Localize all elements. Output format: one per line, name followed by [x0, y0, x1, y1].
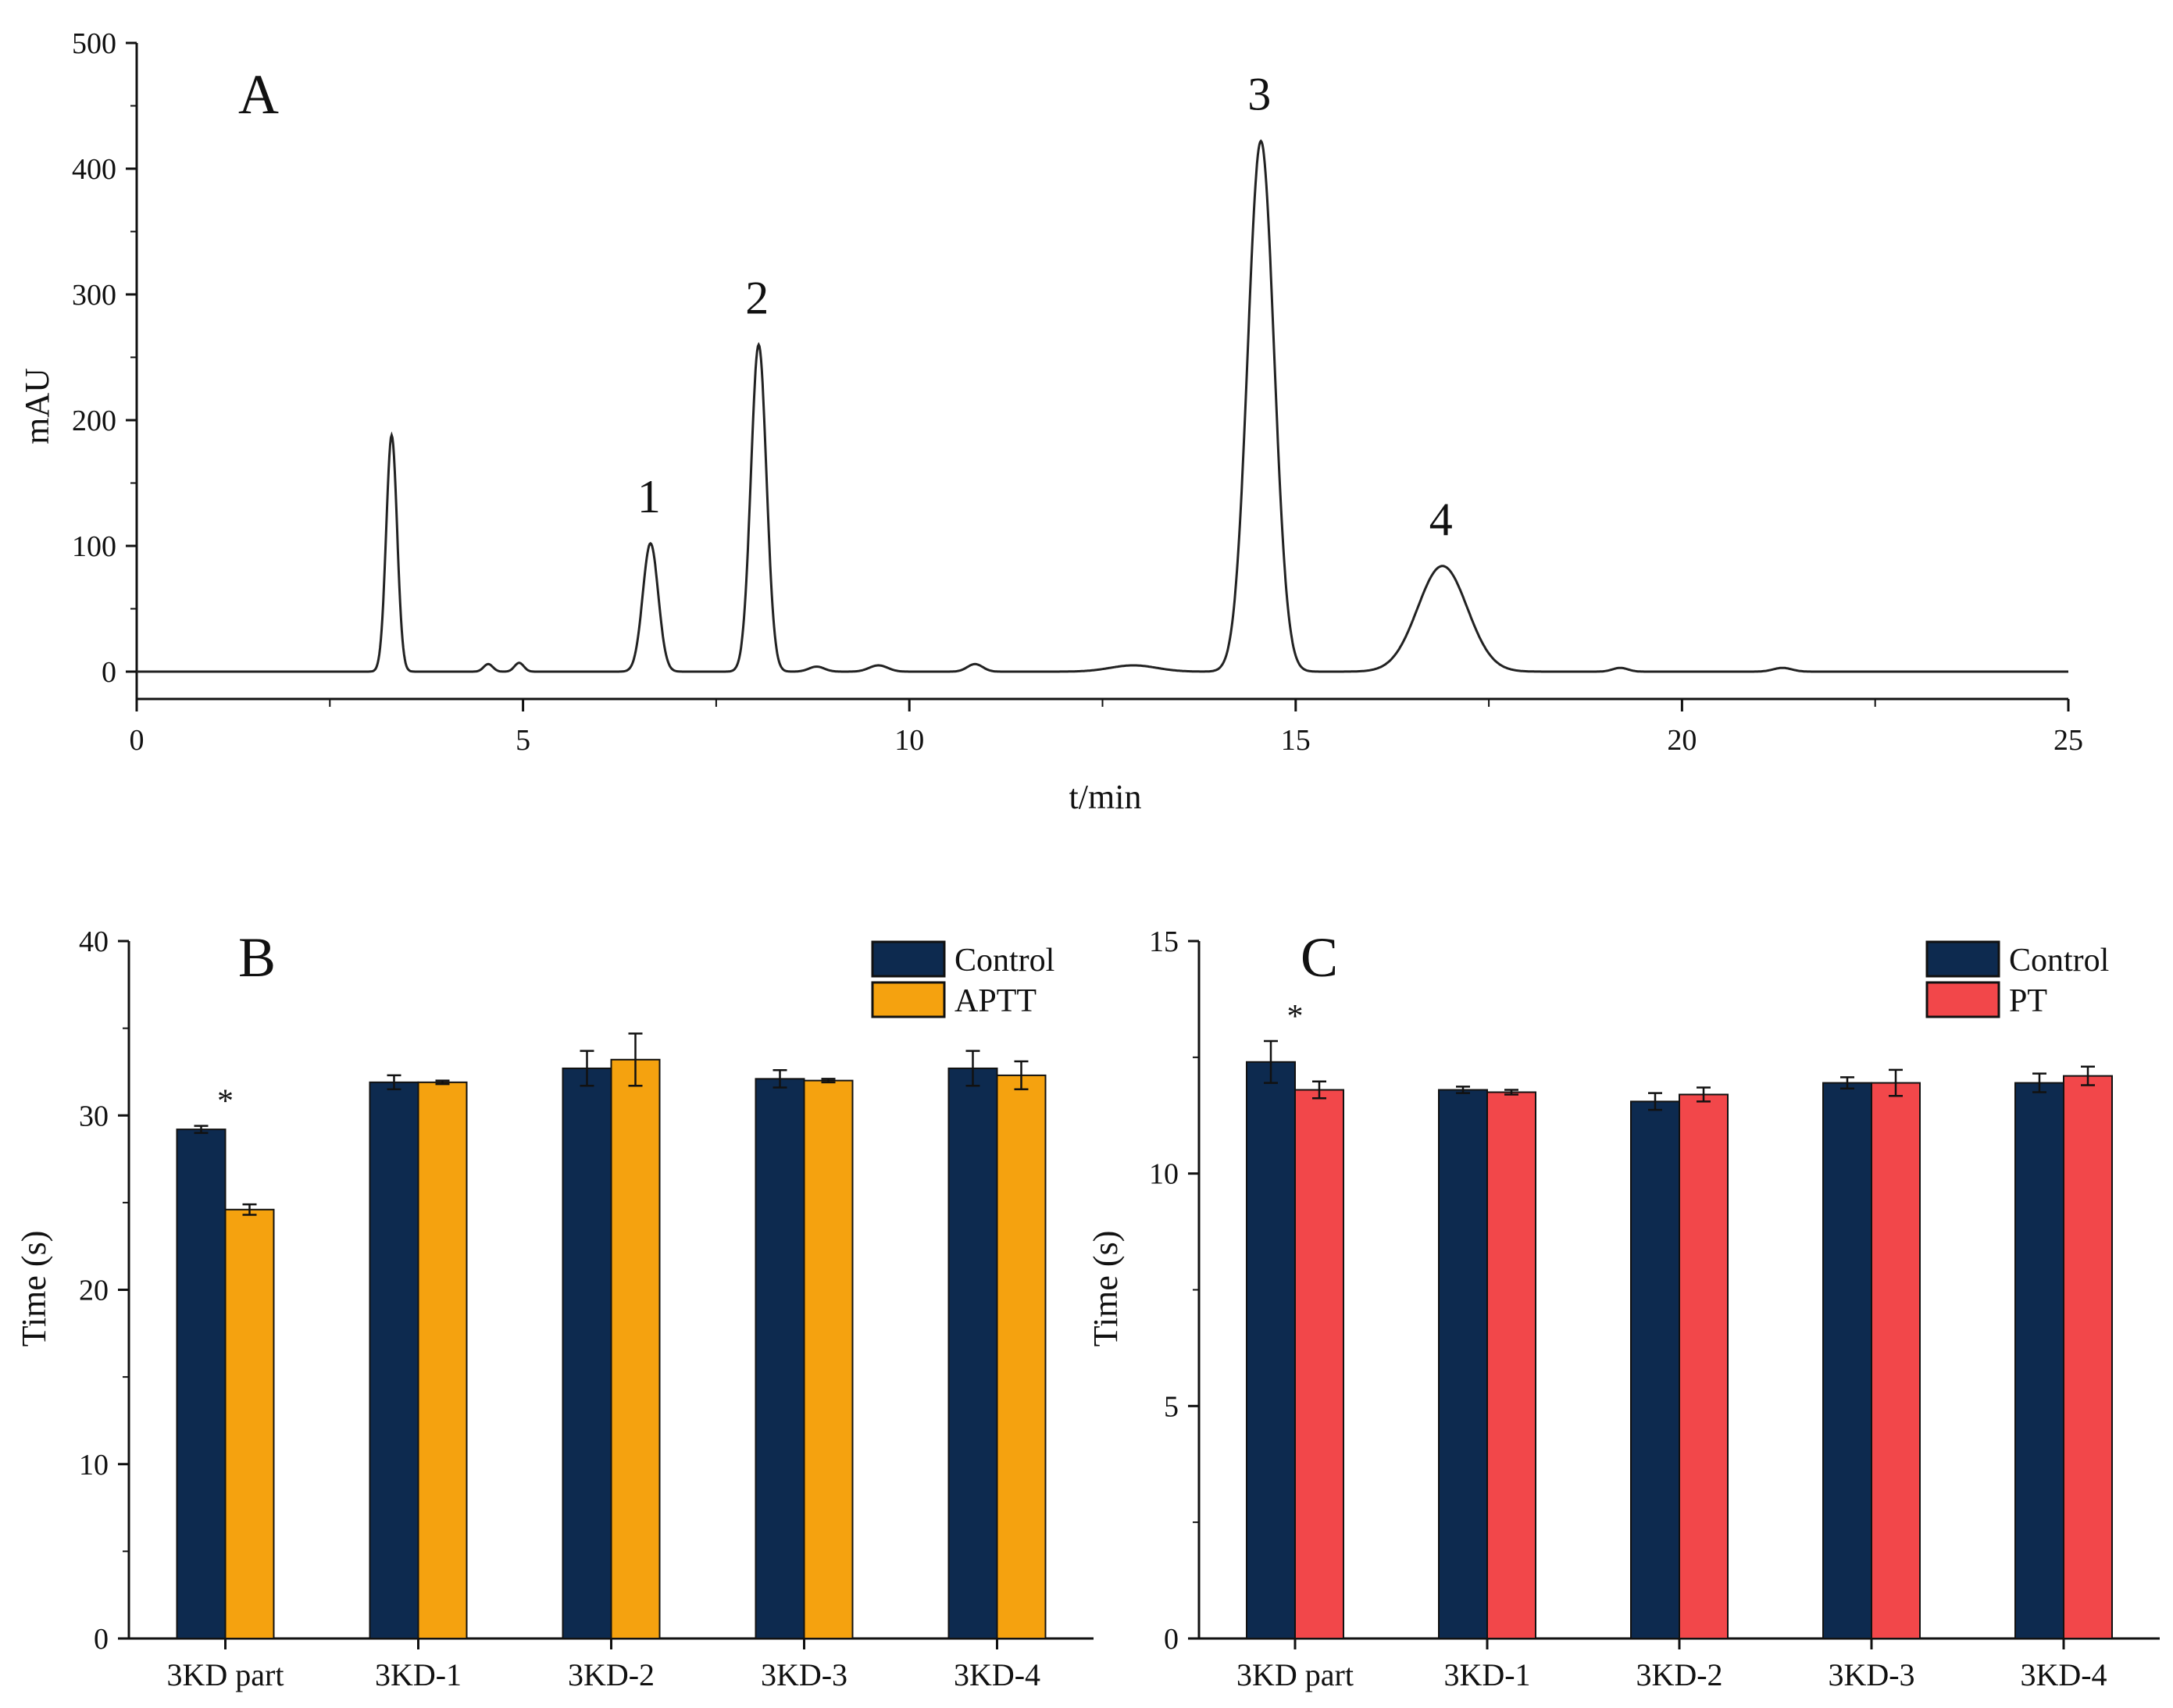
control-bar: [755, 1078, 805, 1640]
aptt-legend: Control APTT: [871, 940, 1054, 1019]
aptt-bar: [996, 1074, 1047, 1639]
chromatogram-panel: 0 100 200 300 400 500 0 5 10 15 20 25 1 2 3 4 A t/min m…: [18, 27, 2083, 816]
y-tick-label: 0: [102, 656, 116, 689]
y-tick-label: 10: [1149, 1158, 1179, 1191]
category-label: 3KD-3: [761, 1657, 847, 1692]
pt-bar: [1294, 1089, 1344, 1640]
control-bar: [1438, 1089, 1488, 1640]
pt-y-axis-label: Time (s): [1086, 1231, 1125, 1347]
significance-marker: *: [1287, 999, 1304, 1035]
y-tick-label: 500: [72, 27, 116, 60]
significance-marker: *: [217, 1084, 234, 1120]
control-bar: [562, 1067, 612, 1640]
pt-bar: [1486, 1091, 1536, 1639]
category-label: 3KD-2: [568, 1657, 655, 1692]
category-label: 3KD-3: [1828, 1657, 1914, 1692]
y-tick-label: 10: [79, 1449, 109, 1482]
y-tick-label: 300: [72, 279, 116, 312]
control-bar: [1630, 1100, 1680, 1639]
control-bar: [947, 1067, 998, 1640]
control-bar: [1822, 1082, 1872, 1639]
chromatogram-x-axis-label: t/min: [1069, 778, 1142, 816]
legend-swatch-pt: [1925, 981, 2000, 1018]
control-bar: [1246, 1061, 1296, 1639]
y-tick-label: 5: [1164, 1390, 1179, 1423]
legend-label-aptt: APTT: [954, 983, 1037, 1019]
aptt-bar: [417, 1081, 468, 1639]
control-bar: [2014, 1082, 2064, 1639]
x-tick-label: 0: [130, 724, 145, 757]
aptt-bar: [803, 1079, 854, 1639]
y-tick-label: 30: [79, 1100, 109, 1132]
chromatogram-trace: [137, 139, 2068, 673]
x-tick-label: 15: [1281, 724, 1311, 757]
x-tick-label: 20: [1667, 724, 1697, 757]
legend-label-control: Control: [954, 943, 1054, 979]
category-label: 3KD-1: [1443, 1657, 1530, 1692]
peak-label: 4: [1429, 494, 1453, 545]
y-tick-label: 200: [72, 405, 116, 437]
pt-bar: [2063, 1075, 2113, 1639]
y-tick-label: 40: [79, 925, 109, 958]
legend-label-pt: PT: [2009, 983, 2047, 1019]
y-tick-label: 400: [72, 153, 116, 186]
control-bar: [176, 1129, 227, 1639]
aptt-bar: [610, 1058, 661, 1640]
legend-label-control: Control: [2009, 943, 2109, 979]
pt-axes: 0 5 10 15 3KD part 3KD-1 3KD-2 3KD-3 3KD-4: [1149, 925, 2160, 1692]
pt-bar: [1679, 1093, 1729, 1639]
aptt-bar: [224, 1208, 275, 1640]
category-label: 3KD-4: [2020, 1657, 2107, 1692]
peak-label: 3: [1247, 69, 1271, 120]
y-tick-label: 20: [79, 1275, 109, 1307]
category-label: 3KD-2: [1636, 1657, 1722, 1692]
pt-legend: Control PT: [1925, 940, 2109, 1019]
category-label: 3KD part: [167, 1657, 284, 1692]
category-label: 3KD-4: [954, 1657, 1040, 1692]
y-tick-label: 0: [94, 1623, 109, 1656]
pt-bar: [1871, 1082, 1921, 1639]
legend-swatch-control: [1925, 940, 2000, 978]
x-tick-label: 25: [2053, 724, 2083, 757]
pt-bars: *: [1246, 999, 2113, 1640]
panel-label-c: C: [1301, 926, 1338, 989]
category-label: 3KD part: [1236, 1657, 1354, 1692]
peak-label: 1: [637, 471, 661, 522]
x-tick-label: 10: [894, 724, 924, 757]
control-bar: [369, 1081, 419, 1639]
x-tick-label: 5: [516, 724, 530, 757]
chromatogram-y-axis-label: mAU: [18, 368, 56, 444]
aptt-axes: 0 10 20 30 40 3KD part 3KD-1 3KD-2 3KD-3 3KD-4: [79, 925, 1094, 1692]
legend-swatch-aptt: [871, 981, 946, 1018]
aptt-y-axis-label: Time (s): [15, 1231, 53, 1347]
peak-label: 2: [745, 272, 769, 323]
legend-swatch-control: [871, 940, 946, 978]
y-tick-label: 100: [72, 530, 116, 563]
pt-bar-panel: 0 5 10 15 3KD part 3KD-1 3KD-2 3KD-3 3KD-4 * C T…: [1086, 925, 2160, 1692]
y-tick-label: 15: [1149, 925, 1179, 958]
panel-label-b: B: [238, 926, 276, 989]
chromatogram-axes: 0 100 200 300 400 500 0 5 10 15 20 25 1 2 3 4: [72, 27, 2083, 757]
category-label: 3KD-1: [375, 1657, 462, 1692]
aptt-bars: *: [176, 1032, 1047, 1640]
y-tick-label: 0: [1164, 1623, 1179, 1656]
panel-label-a: A: [238, 63, 279, 126]
